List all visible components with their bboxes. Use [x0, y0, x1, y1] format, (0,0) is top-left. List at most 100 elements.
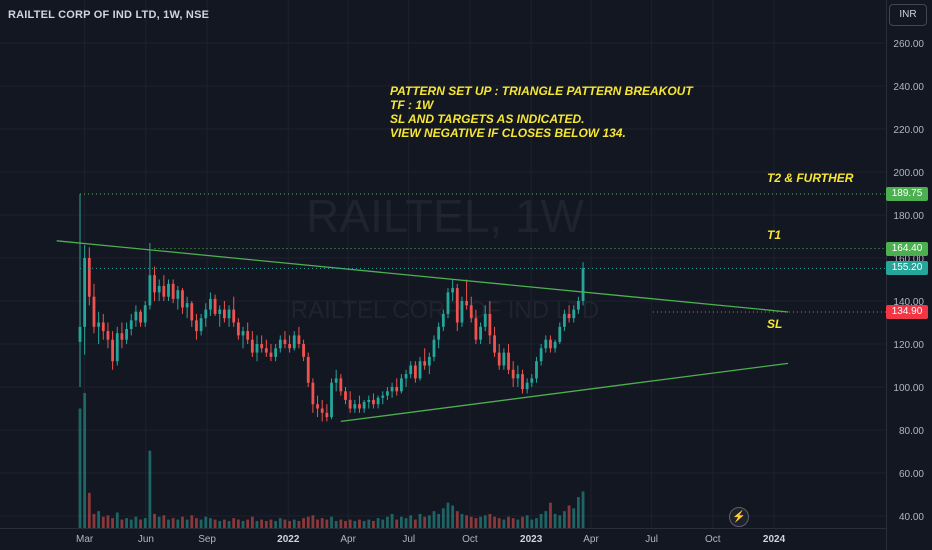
candle-body: [581, 268, 585, 301]
volume-bar: [572, 508, 576, 528]
volume-bar: [316, 519, 319, 528]
candle-body: [171, 283, 175, 299]
y-tick-label: 80.00: [899, 426, 924, 437]
y-tick-label: 180.00: [893, 211, 924, 222]
candle-body: [288, 344, 292, 349]
symbol-title: RAILTEL CORP OF IND LTD, 1W, NSE: [8, 9, 210, 21]
candle-body: [213, 298, 217, 314]
lightning-icon[interactable]: ⚡: [729, 507, 749, 527]
volume-bar: [255, 520, 259, 528]
volume-bar: [111, 518, 115, 528]
candle-body: [236, 322, 240, 336]
volume-bar: [437, 513, 441, 528]
volume-bar: [222, 519, 226, 528]
candle-body: [316, 404, 319, 409]
candle-body: [297, 335, 301, 344]
volume-bar: [134, 516, 138, 528]
candle-body: [330, 382, 333, 418]
candle-body: [432, 339, 436, 357]
t1-label: T1: [767, 228, 782, 242]
candle-body: [386, 391, 389, 396]
candle-body: [460, 301, 464, 323]
watermark-name: RAILTEL CORP OF IND LTD: [291, 297, 600, 324]
volume-bar: [441, 508, 445, 528]
candle-body: [92, 296, 96, 327]
x-tick-label: Apr: [340, 534, 356, 545]
candle-body: [167, 283, 170, 297]
volume-bar: [353, 520, 357, 528]
volume-bar: [325, 519, 329, 528]
pattern-note: PATTERN SET UP : TRIANGLE PATTERN BREAKO…: [390, 84, 693, 140]
candle-body: [563, 313, 566, 327]
volume-bar: [167, 519, 170, 528]
candle-body: [222, 309, 226, 319]
volume-bar: [125, 518, 128, 528]
volume-bar: [320, 518, 324, 528]
x-tick-label: Oct: [462, 534, 478, 545]
candle-body: [455, 288, 459, 323]
volume-bar: [395, 519, 399, 528]
x-tick-label: Jul: [645, 534, 658, 545]
candle-body: [101, 322, 105, 332]
y-tick-label: 200.00: [893, 168, 924, 179]
volume-bar: [129, 519, 133, 528]
volume-bar: [227, 520, 231, 528]
candle-body: [306, 356, 310, 383]
volume-bar: [362, 520, 366, 528]
candle-body: [413, 365, 417, 379]
y-tick-label: 120.00: [893, 340, 924, 351]
candle-body: [83, 258, 87, 327]
candle-body: [483, 313, 487, 327]
candle-body: [190, 303, 194, 321]
volume-bar: [236, 519, 240, 528]
volume-bar: [358, 519, 361, 528]
volume-bar: [278, 518, 282, 528]
currency-button[interactable]: INR: [889, 4, 927, 26]
volume-bar: [549, 502, 552, 528]
volume-bar: [558, 515, 562, 528]
volume-bar: [576, 497, 580, 528]
volume-bar: [185, 519, 189, 528]
candle-body: [469, 305, 473, 319]
volume-bar: [432, 511, 436, 528]
volume-bar: [157, 516, 161, 528]
candle-body: [157, 285, 161, 293]
candle-body: [535, 361, 538, 379]
volume-bar: [97, 511, 101, 528]
volume-bar: [423, 516, 427, 528]
volume-bar: [474, 518, 478, 528]
volume-bar: [497, 518, 501, 528]
candle-body: [339, 378, 343, 392]
volume-bar: [190, 515, 194, 528]
candle-body: [395, 387, 399, 392]
candle-body: [441, 313, 445, 327]
volume-bar: [292, 519, 296, 528]
candle-body: [348, 399, 352, 409]
volume-bar: [288, 520, 292, 528]
x-tick-label: Mar: [76, 534, 94, 545]
candle-body: [465, 301, 469, 306]
candle-body: [148, 275, 152, 306]
candle-body: [302, 344, 305, 357]
volume-bar: [334, 520, 338, 528]
volume-bar: [250, 516, 254, 528]
x-tick-label: Jun: [138, 534, 154, 545]
candle-body: [553, 341, 557, 349]
volume-bar: [297, 520, 301, 528]
candle-body: [162, 285, 166, 297]
candle-body: [427, 356, 431, 366]
volume-bar: [479, 516, 482, 528]
y-tick-label: 40.00: [899, 512, 924, 523]
candle-body: [474, 318, 478, 340]
candle-body: [376, 397, 380, 405]
volume-bar: [209, 518, 212, 528]
candle-body: [97, 322, 101, 327]
y-tick-label: 260.00: [893, 39, 924, 50]
volume-bar: [264, 520, 268, 528]
volume-bar: [302, 518, 305, 528]
volume-bar: [427, 515, 431, 528]
x-tick-label: Jul: [402, 534, 415, 545]
volume-bar: [544, 511, 548, 528]
volume-bar: [502, 519, 506, 528]
